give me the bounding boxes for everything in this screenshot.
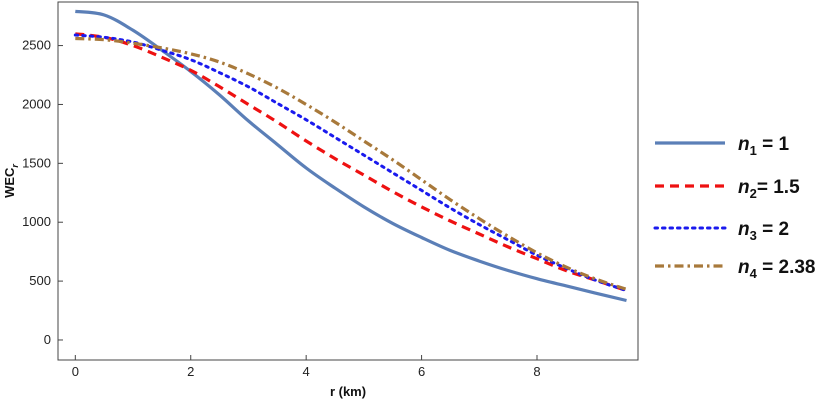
legend-subscript: 4 [750,266,758,281]
legend: n1 = 1n2= 1.5n3 = 2n4 = 2.38 [653,134,815,281]
y-axis-title: WECr [2,164,20,198]
x-tick-label: 0 [72,364,79,379]
legend-label-3: n3 = 2 [738,219,789,243]
y-tick-label: 500 [29,273,51,288]
x-tick-label: 4 [303,364,310,379]
series-line-3 [73,33,628,292]
y-tick-label: 2500 [22,38,51,53]
legend-subscript: 3 [750,228,757,243]
series-lines [73,9,628,303]
x-axis-title: r (km) [330,384,366,399]
y-axis: 0 500 1000 1500 2000 2500 [22,38,63,347]
y-axis-title-main: WEC [2,167,17,198]
legend-var: n [738,257,750,278]
legend-value: = 2 [757,219,789,240]
legend-value: = 1 [757,134,790,155]
x-tick-label: 8 [533,364,540,379]
legend-subscript: 1 [750,143,757,158]
plot-frame [57,1,639,361]
legend-label-4: n4 = 2.38 [738,257,815,281]
legend-var: n [738,177,750,198]
series-line-2 [75,32,627,293]
legend-value: = 1.5 [757,177,800,198]
y-axis-title-sub: r [10,164,20,168]
series-line-1 [75,9,627,303]
legend-subscript: 2 [750,186,757,201]
y-tick-label: 1500 [22,155,51,170]
y-tick-label: 2000 [22,96,51,111]
y-tick-label: 0 [44,332,51,347]
legend-label-1: n1 = 1 [738,134,789,158]
legend-value: = 2.38 [757,257,816,278]
series-line-4 [75,36,627,291]
y-tick-label: 1000 [22,214,51,229]
x-tick-label: 2 [187,364,194,379]
legend-var: n [738,134,750,155]
legend-label-2: n2= 1.5 [738,177,800,201]
x-tick-label: 6 [418,364,425,379]
legend-var: n [738,219,750,240]
x-axis: 0 2 4 6 8 [72,355,541,379]
